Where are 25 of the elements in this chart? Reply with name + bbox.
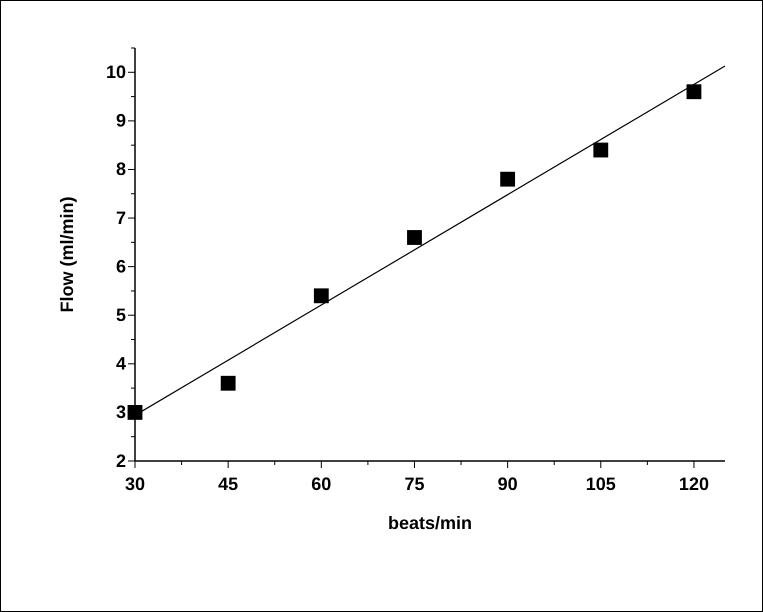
point xyxy=(128,404,142,420)
y-tick-label: 8 xyxy=(116,159,126,180)
y-tick-label: 5 xyxy=(116,304,126,325)
x-tick-label: 75 xyxy=(404,474,424,494)
point xyxy=(314,288,329,304)
x-tick-label: 45 xyxy=(218,474,238,494)
y-tick-label: 10 xyxy=(106,62,126,82)
y-tick-label: 4 xyxy=(116,354,126,374)
y-tick-label: 9 xyxy=(116,110,126,131)
x-axis-title: beats/min xyxy=(388,513,472,533)
y-tick-label: 2 xyxy=(116,450,126,471)
x-tick-label: 120 xyxy=(678,474,709,494)
x-tick-label: 60 xyxy=(311,474,332,494)
x-tick-label: 105 xyxy=(586,474,616,494)
point xyxy=(407,230,422,245)
y-tick-label: 7 xyxy=(116,208,126,228)
x-tick-label: 30 xyxy=(124,474,146,494)
y-tick-label: 3 xyxy=(116,402,126,422)
point xyxy=(686,84,702,100)
y-axis-title: Flow (ml/min) xyxy=(57,196,77,312)
x-tick-label: 90 xyxy=(498,474,518,494)
point xyxy=(500,172,516,187)
y-tick-label: 6 xyxy=(116,256,126,276)
point xyxy=(593,142,608,158)
point xyxy=(220,376,236,391)
